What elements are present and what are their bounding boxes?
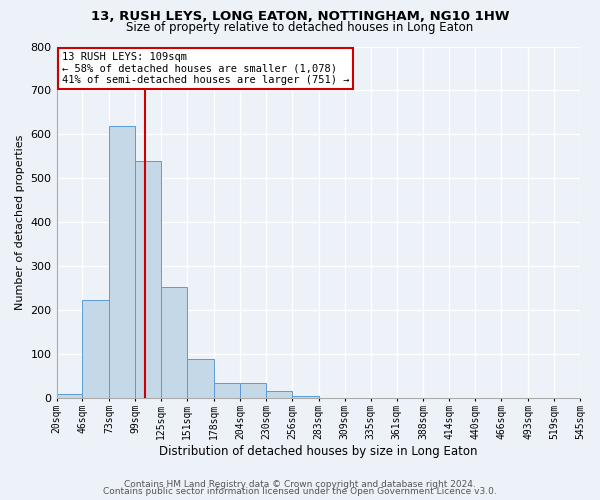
Bar xyxy=(82,300,109,398)
Bar xyxy=(161,288,187,398)
Text: 13 RUSH LEYS: 109sqm
← 58% of detached houses are smaller (1,078)
41% of semi-de: 13 RUSH LEYS: 109sqm ← 58% of detached h… xyxy=(62,52,349,85)
Bar xyxy=(109,126,136,398)
X-axis label: Distribution of detached houses by size in Long Eaton: Distribution of detached houses by size … xyxy=(159,444,478,458)
Bar xyxy=(240,383,266,398)
Bar xyxy=(56,394,82,398)
Text: Contains HM Land Registry data © Crown copyright and database right 2024.: Contains HM Land Registry data © Crown c… xyxy=(124,480,476,489)
Bar xyxy=(214,383,240,398)
Y-axis label: Number of detached properties: Number of detached properties xyxy=(15,134,25,310)
Bar xyxy=(266,390,292,398)
Bar xyxy=(187,358,214,398)
Text: Size of property relative to detached houses in Long Eaton: Size of property relative to detached ho… xyxy=(127,22,473,35)
Bar xyxy=(292,396,319,398)
Bar xyxy=(136,161,161,398)
Text: 13, RUSH LEYS, LONG EATON, NOTTINGHAM, NG10 1HW: 13, RUSH LEYS, LONG EATON, NOTTINGHAM, N… xyxy=(91,10,509,23)
Text: Contains public sector information licensed under the Open Government Licence v3: Contains public sector information licen… xyxy=(103,487,497,496)
